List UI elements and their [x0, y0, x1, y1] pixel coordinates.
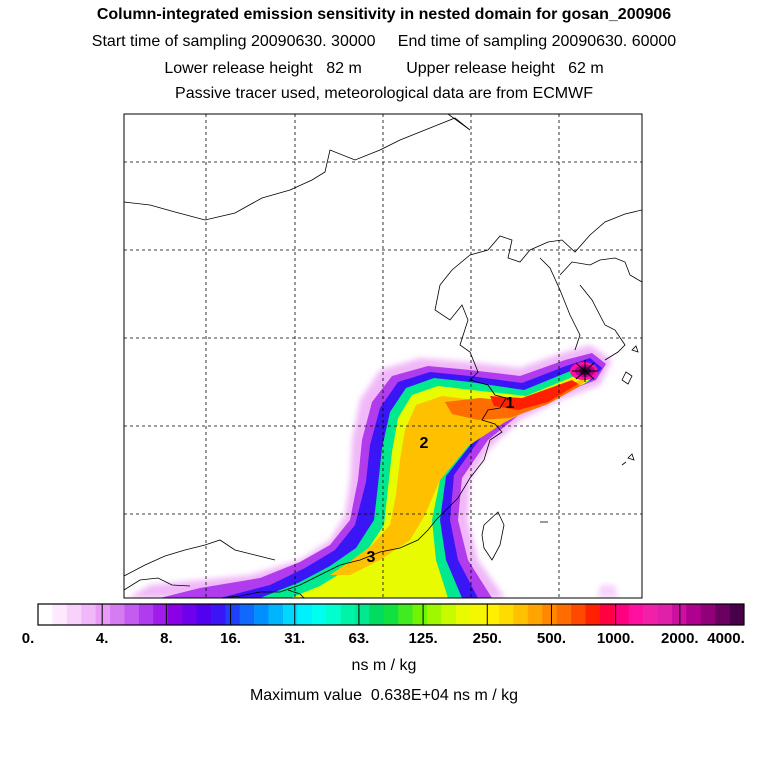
map-label-1: 1	[506, 395, 515, 412]
colorbar-unit: ns m / kg	[351, 657, 417, 674]
colorbar-swatch	[729, 604, 745, 625]
colorbar-swatch	[354, 604, 370, 625]
colorbar-swatch	[470, 604, 485, 625]
colorbar-swatch	[254, 604, 269, 625]
title-main: Column-integrated emission sensitivity i…	[96, 6, 672, 23]
colorbar-swatch	[383, 604, 399, 625]
colorbar-swatch	[643, 604, 658, 625]
map-frame	[123, 113, 643, 599]
colorbar-swatch	[412, 604, 428, 625]
title-release-height: Lower release height 82 m Upper release …	[164, 60, 604, 77]
colorbar-swatch	[340, 604, 356, 625]
colorbar-tick-label: 0.	[21, 630, 35, 647]
colorbar-tick-label: 125.	[408, 630, 438, 647]
colorbar-swatch	[527, 604, 543, 625]
colorbar-swatch	[455, 604, 471, 625]
colorbar	[37, 603, 745, 626]
colorbar-swatch	[700, 604, 716, 625]
colorbar-swatch	[282, 604, 298, 625]
colorbar-swatch	[110, 604, 125, 625]
colorbar-frame	[37, 603, 745, 626]
colorbar-tick-label: 16.	[220, 630, 241, 647]
colorbar-swatch	[542, 604, 557, 625]
colorbar-tick-label: 500.	[536, 630, 567, 647]
colorbar-swatch	[95, 604, 111, 625]
colorbar-swatch	[138, 604, 154, 625]
star-marker	[572, 360, 598, 382]
colorbar-swatch	[153, 604, 168, 625]
colorbar-swatch	[268, 604, 284, 625]
colorbar-swatch	[167, 604, 183, 625]
colorbar-swatch	[657, 604, 673, 625]
colorbar-swatch	[513, 604, 529, 625]
colorbar-swatch	[427, 604, 442, 625]
colorbar-swatch	[369, 604, 385, 625]
colorbar-swatch	[124, 604, 140, 625]
colorbar-swatch	[326, 604, 341, 625]
colorbar-swatch	[499, 604, 514, 625]
colorbar-swatch	[686, 604, 702, 625]
colorbar-tick-label: 250.	[472, 630, 502, 647]
colorbar-swatch	[297, 604, 313, 625]
colorbar-swatch	[38, 604, 53, 625]
colorbar-swatch	[66, 604, 82, 625]
colorbar-tick-label: 4.	[95, 630, 109, 647]
colorbar-tick-label: 1000.	[596, 630, 635, 647]
colorbar-swatch	[81, 604, 96, 625]
colorbar-swatch	[182, 604, 197, 625]
colorbar-tick-label: 8.	[160, 630, 173, 647]
colorbar-swatch	[484, 604, 500, 625]
colorbar-swatch	[599, 604, 615, 625]
map-label-3: 3	[367, 549, 376, 566]
colorbar-tick-label: 63.	[348, 630, 370, 647]
map-grid	[124, 114, 642, 598]
colorbar-swatch	[239, 604, 255, 625]
colorbar-swatch	[311, 604, 327, 625]
maximum-value: Maximum value 0.638E+04 ns m / kg	[249, 687, 519, 704]
colorbar-swatch	[225, 604, 241, 625]
title-sampling-time: Start time of sampling 20090630. 30000 E…	[91, 33, 677, 50]
map-label-2: 2	[420, 435, 429, 452]
colorbar-swatch	[52, 604, 68, 625]
colorbar-swatch	[715, 604, 730, 625]
colorbar-swatch	[628, 604, 644, 625]
colorbar-tick-label: 31.	[284, 630, 306, 647]
colorbar-swatch	[571, 604, 586, 625]
colorbar-swatch	[585, 604, 601, 625]
colorbar-swatch	[398, 604, 413, 625]
colorbar-tick-label: 4000.	[707, 630, 745, 647]
title-tracer-info: Passive tracer used, meteorological data…	[175, 85, 593, 102]
colorbar-swatch	[441, 604, 457, 625]
coastlines	[124, 114, 642, 598]
colorbar-tick-label: 2000.	[661, 630, 699, 647]
colorbar-swatch	[556, 604, 572, 625]
colorbar-swatch	[614, 604, 630, 625]
colorbar-swatch	[196, 604, 212, 625]
colorbar-swatch	[210, 604, 226, 625]
colorbar-swatch	[671, 604, 687, 625]
